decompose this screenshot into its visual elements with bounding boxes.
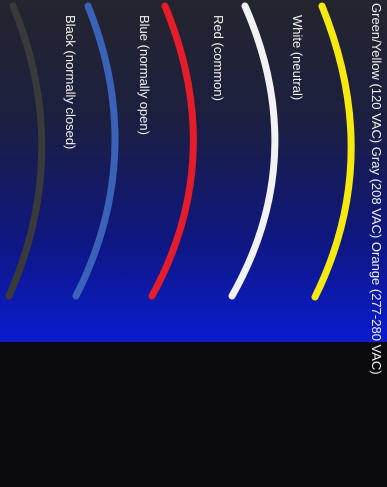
red-wire: [148, 2, 197, 300]
green-yellow-wire: [311, 2, 355, 301]
blue-wire-label: Blue (normally open): [137, 15, 152, 135]
blue-wire: [72, 2, 119, 300]
black-wire: [5, 2, 46, 300]
green-yellow-wire-label: Green/Yellow (120 VAC) Gray (208 VAC) Or…: [369, 3, 384, 375]
red-wire-label: Red (common): [211, 15, 226, 101]
white-wire-label: White (neutral): [290, 15, 305, 101]
black-wire-label: Black (normally closed): [63, 15, 78, 150]
white-wire: [228, 2, 279, 300]
